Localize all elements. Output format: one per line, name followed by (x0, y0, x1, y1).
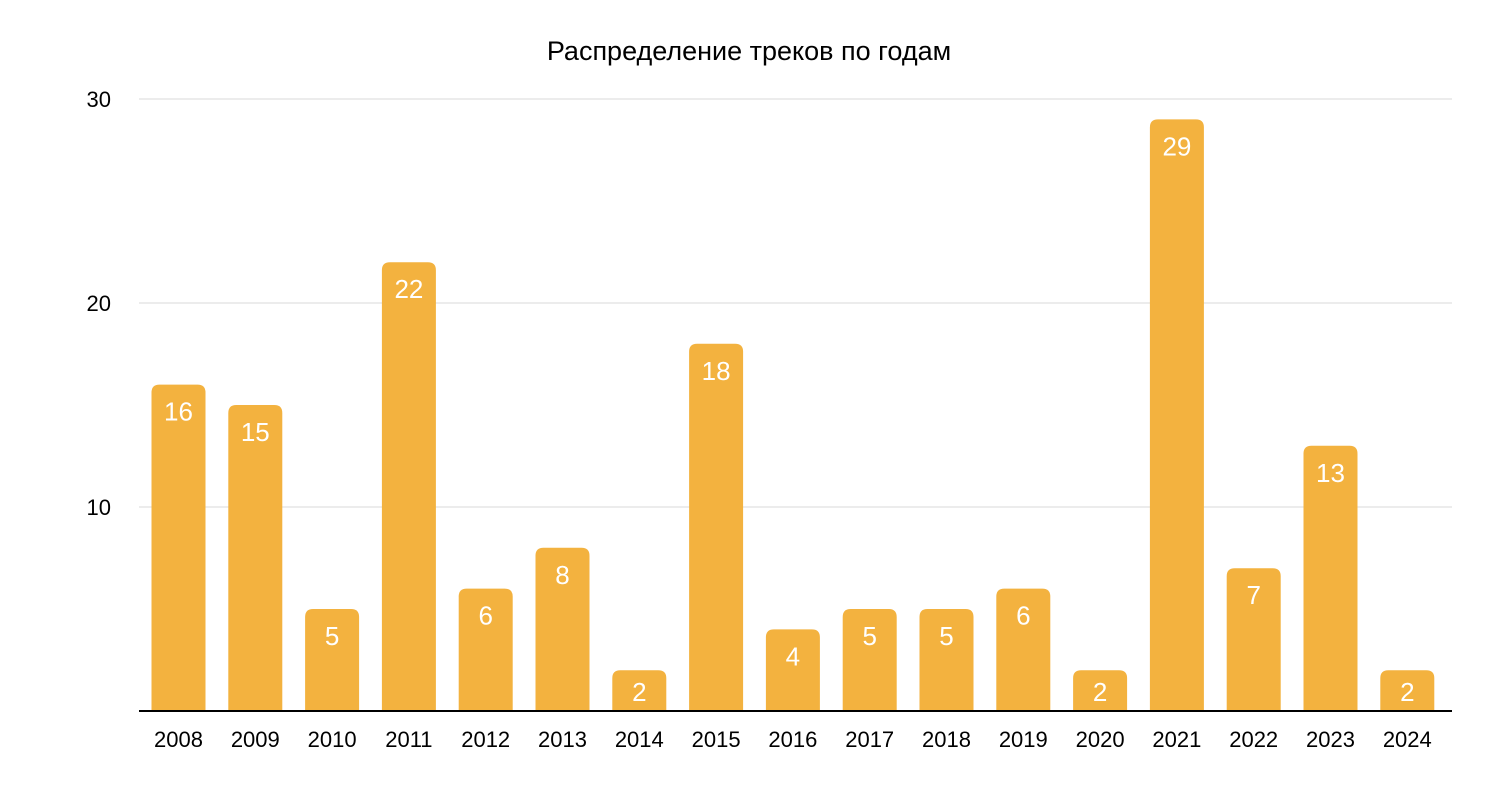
bar-group: 2 (612, 670, 667, 711)
bar-group: 29 (1149, 119, 1204, 711)
bar-value-label: 6 (478, 601, 492, 631)
bar-group: 13 (1303, 445, 1358, 711)
x-tick-label: 2018 (922, 727, 971, 752)
bar-group: 18 (689, 343, 744, 711)
x-tick-label: 2014 (615, 727, 664, 752)
bar-value-label: 13 (1316, 458, 1345, 488)
y-tick-label: 10 (87, 495, 111, 520)
x-tick-label: 2024 (1383, 727, 1432, 752)
bar (228, 405, 283, 711)
x-tick-label: 2021 (1152, 727, 1201, 752)
x-tick-label: 2023 (1306, 727, 1355, 752)
bar (381, 262, 436, 711)
bar-value-label: 4 (786, 641, 800, 671)
bar (689, 343, 744, 711)
bar (151, 384, 206, 711)
bar-group: 16 (151, 384, 206, 711)
bar (535, 547, 590, 711)
bar-value-label: 22 (394, 274, 423, 304)
bar-group: 5 (842, 609, 897, 711)
bar-value-label: 16 (164, 397, 193, 427)
bar-value-label: 5 (862, 621, 876, 651)
bar (1226, 568, 1281, 711)
bar-group: 8 (535, 547, 590, 711)
bar-value-label: 6 (1016, 601, 1030, 631)
x-axis-ticks: 2008 2009 2010 2011 2012 2013 2014 2015 2016 2017… (154, 727, 1432, 752)
bar (842, 609, 897, 711)
bar (612, 670, 667, 711)
bar (1073, 670, 1128, 711)
x-tick-label: 2009 (231, 727, 280, 752)
bar (765, 629, 820, 711)
x-tick-label: 2012 (461, 727, 510, 752)
bar-group: 4 (765, 629, 820, 711)
x-tick-label: 2011 (385, 727, 432, 752)
x-tick-label: 2013 (538, 727, 587, 752)
x-tick-label: 2010 (308, 727, 357, 752)
x-tick-label: 2019 (999, 727, 1048, 752)
y-tick-label: 20 (87, 291, 111, 316)
bars: 16 15 5 22 6 8 2 18 4 5 5 6 2 29 7 13 2 (151, 119, 1435, 711)
bar-group: 7 (1226, 568, 1281, 711)
bar-group: 6 (458, 588, 513, 711)
bar (1303, 445, 1358, 711)
bar-value-label: 29 (1162, 131, 1191, 161)
bar-group: 5 (919, 609, 974, 711)
chart-title: Распределение треков по годам (547, 36, 951, 66)
bar-value-label: 5 (325, 621, 339, 651)
bar-value-label: 2 (632, 677, 646, 707)
bar (1149, 119, 1204, 711)
bar-value-label: 15 (241, 417, 270, 447)
bar-group: 5 (305, 609, 360, 711)
bar (996, 588, 1051, 711)
x-tick-label: 2015 (692, 727, 741, 752)
bar (1380, 670, 1435, 711)
bar-group: 2 (1073, 670, 1128, 711)
bar-group: 15 (228, 405, 283, 711)
bar (919, 609, 974, 711)
x-tick-label: 2016 (768, 727, 817, 752)
x-tick-label: 2008 (154, 727, 203, 752)
x-tick-label: 2022 (1229, 727, 1278, 752)
bar-group: 22 (381, 262, 436, 711)
bar-group: 6 (996, 588, 1051, 711)
y-tick-label: 30 (87, 87, 111, 112)
bar-value-label: 7 (1246, 580, 1260, 610)
bar (458, 588, 513, 711)
x-tick-label: 2020 (1076, 727, 1125, 752)
x-tick-label: 2017 (845, 727, 894, 752)
bar-value-label: 2 (1400, 677, 1414, 707)
bar-value-label: 2 (1093, 677, 1107, 707)
bar (305, 609, 360, 711)
bar-value-label: 8 (555, 560, 569, 590)
gridlines (139, 98, 1452, 508)
y-axis-ticks: 10 20 30 (87, 87, 111, 520)
bar-value-label: 18 (702, 356, 731, 386)
bar-value-label: 5 (939, 621, 953, 651)
bar-group: 2 (1380, 670, 1435, 711)
